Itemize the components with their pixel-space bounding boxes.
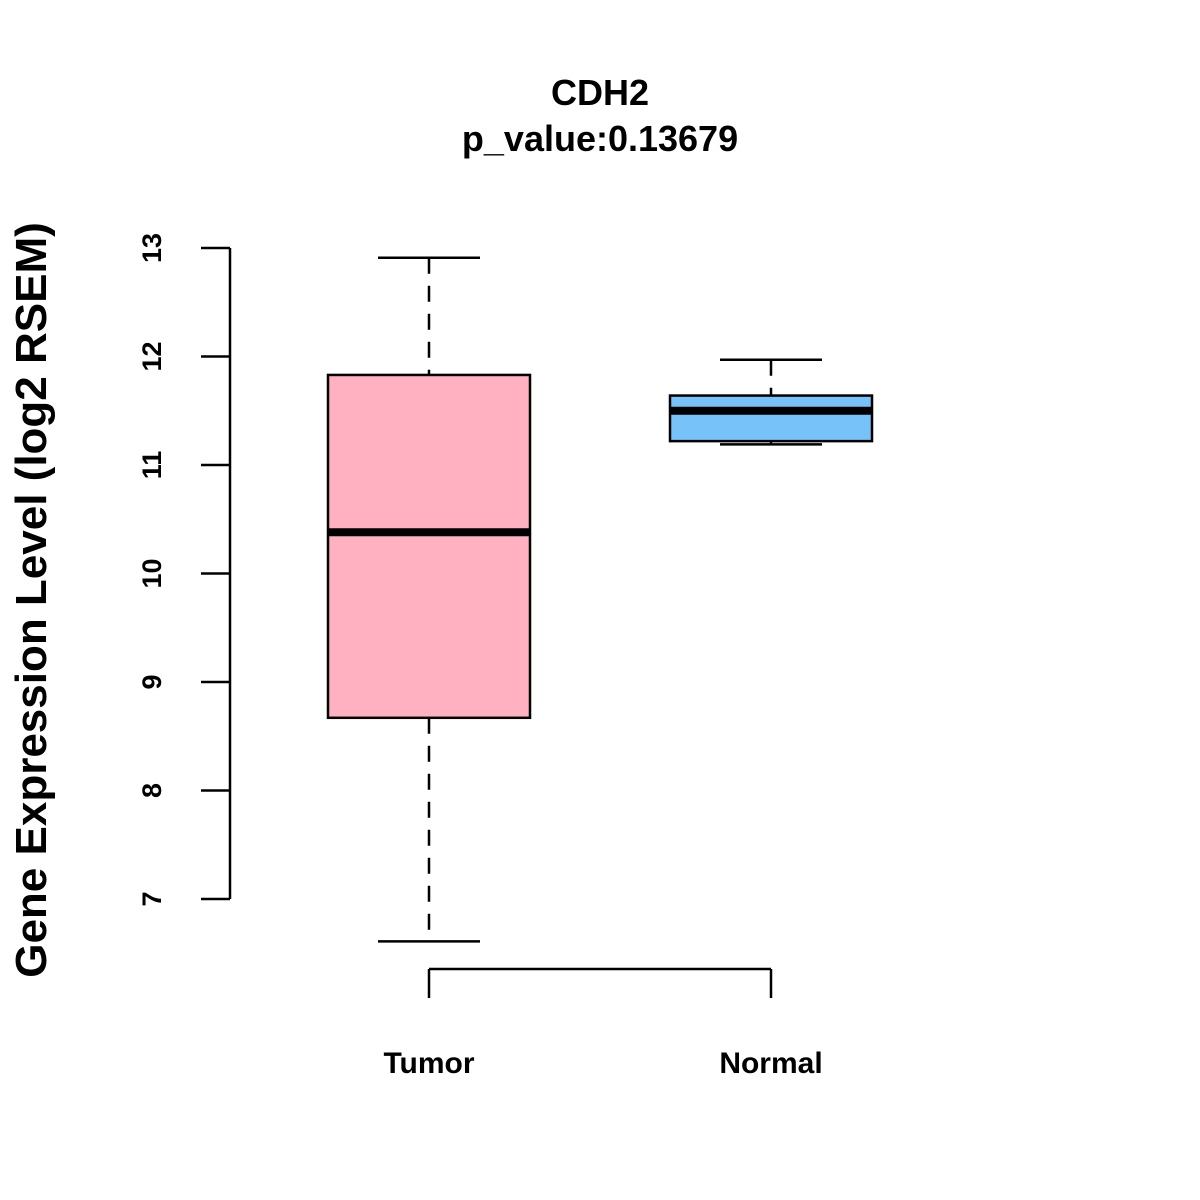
y-tick-label: 11 — [137, 451, 167, 480]
y-axis-label: Gene Expression Level (log2 RSEM) — [7, 222, 56, 978]
chart-subtitle: p_value:0.13679 — [462, 118, 738, 159]
iqr-box — [326, 373, 532, 720]
x-tick-label: Normal — [719, 1047, 822, 1080]
y-tick-label: 12 — [137, 341, 167, 371]
y-tick-label: 10 — [137, 558, 167, 588]
y-tick-label: 9 — [137, 674, 167, 689]
y-tick-label: 13 — [137, 233, 167, 263]
chart-title: CDH2 — [551, 72, 649, 113]
box-tumor — [326, 256, 532, 943]
x-axis: Tumor Normal — [383, 967, 823, 1080]
y-tick-label: 8 — [137, 783, 167, 798]
y-tick-label: 7 — [137, 891, 167, 906]
box-normal — [668, 358, 874, 446]
x-tick-label: Tumor — [383, 1047, 474, 1080]
boxes-group — [326, 256, 874, 943]
y-axis: 7 8 9 10 11 12 13 — [137, 233, 232, 907]
iqr-box — [668, 394, 874, 443]
